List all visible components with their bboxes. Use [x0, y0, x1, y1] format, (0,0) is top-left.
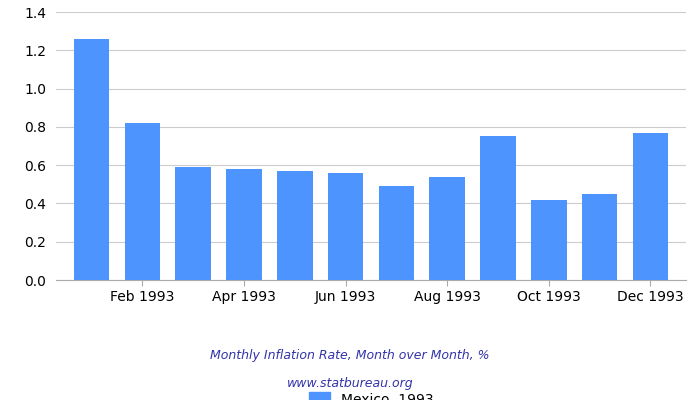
Bar [125, 123, 160, 280]
Bar [176, 167, 211, 280]
Bar [480, 136, 516, 280]
Legend: Mexico, 1993: Mexico, 1993 [303, 386, 439, 400]
Bar [379, 186, 414, 280]
Bar [429, 177, 465, 280]
Bar [328, 173, 363, 280]
Text: Monthly Inflation Rate, Month over Month, %: Monthly Inflation Rate, Month over Month… [210, 350, 490, 362]
Bar [633, 132, 668, 280]
Bar [226, 169, 262, 280]
Bar [74, 39, 109, 280]
Bar [277, 171, 313, 280]
Text: www.statbureau.org: www.statbureau.org [287, 378, 413, 390]
Bar [531, 200, 566, 280]
Bar [582, 194, 617, 280]
